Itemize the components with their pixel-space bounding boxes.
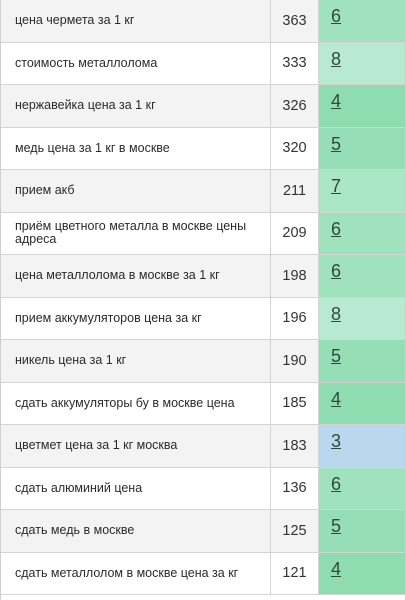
score-cell[interactable]: 3 [319,425,405,467]
table-row: сдать медь в москве 125 5 [1,510,405,553]
table-row: цена металлолома в москве за 1 кг 198 6 [1,255,405,298]
score-cell[interactable]: 4 [319,382,405,424]
volume-cell: 211 [271,170,319,212]
table-row: медь цена за 1 кг в москве 320 5 [1,127,405,170]
keyword-cell: сдать алюминий цена [1,467,271,509]
volume-cell: 136 [271,467,319,509]
keyword-cell: цена чермета за 1 кг [1,0,271,42]
score-cell[interactable]: 4 [319,85,405,127]
volume-cell: 125 [271,510,319,552]
table-row: сдать металлолом в москве цена за кг 121 4 [1,552,405,595]
keyword-cell: сдать металлолом в москве цена за кг [1,552,271,594]
volume-cell: 363 [271,0,319,42]
keyword-cell: приём цветного металла в москве цены адр… [1,212,271,254]
keyword-cell: прием аккумуляторов цена за кг [1,297,271,339]
volume-cell: 183 [271,425,319,467]
score-cell[interactable]: 6 [319,212,405,254]
table-row: цветмет цена за 1 кг москва 183 3 [1,425,405,468]
score-cell[interactable]: 6 [319,467,405,509]
table-row: прием аккумуляторов цена за кг 196 8 [1,297,405,340]
volume-cell: 190 [271,340,319,382]
keyword-cell: сдать аккумуляторы бу в москве цена [1,382,271,424]
keyword-cell: стоимость металлолома [1,42,271,84]
score-cell[interactable]: 4 [319,552,405,594]
keyword-cell: сдать медь в москве [1,510,271,552]
score-cell[interactable]: 8 [319,42,405,84]
volume-cell: 209 [271,212,319,254]
keyword-cell: никель цена за 1 кг [1,340,271,382]
keyword-cell: нержавейка цена за 1 кг [1,85,271,127]
volume-cell: 320 [271,127,319,169]
table-row: стоимость металлолома 333 8 [1,42,405,85]
volume-cell: 185 [271,382,319,424]
keyword-cell: медь цена за 1 кг в москве [1,127,271,169]
keyword-cell: прием акб [1,170,271,212]
score-cell[interactable]: 6 [319,255,405,297]
score-cell[interactable]: 5 [319,510,405,552]
table-row: сдать аккумуляторы бу в москве цена 185 4 [1,382,405,425]
score-cell[interactable]: 5 [319,340,405,382]
score-cell[interactable]: 6 [319,0,405,42]
table-row: нержавейка цена за 1 кг 326 4 [1,85,405,128]
volume-cell: 121 [271,552,319,594]
volume-cell: 333 [271,42,319,84]
keyword-cell: цена металлолома в москве за 1 кг [1,255,271,297]
table-row: приём цветного металла в москве цены адр… [1,212,405,255]
score-cell[interactable]: 8 [319,297,405,339]
score-cell[interactable]: 7 [319,170,405,212]
volume-cell: 326 [271,85,319,127]
volume-cell: 198 [271,255,319,297]
table-row: прием акб 211 7 [1,170,405,213]
volume-cell: 196 [271,297,319,339]
score-cell[interactable]: 5 [319,127,405,169]
table-row: никель цена за 1 кг 190 5 [1,340,405,383]
table-row: цена чермета за 1 кг 363 6 [1,0,405,43]
keyword-cell: цветмет цена за 1 кг москва [1,425,271,467]
table-row: сдать алюминий цена 136 6 [1,467,405,510]
